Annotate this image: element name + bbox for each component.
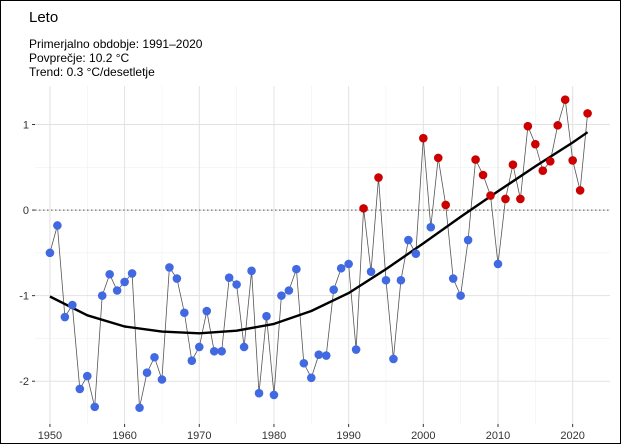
data-point (277, 291, 286, 300)
data-point (366, 267, 376, 276)
data-point (314, 350, 324, 359)
data-point (374, 173, 383, 182)
data-point (292, 264, 301, 274)
data-point (344, 259, 353, 269)
data-point (239, 342, 249, 352)
x-tick-label: 1990 (336, 430, 360, 442)
y-tick-label: 0 (23, 205, 29, 217)
data-point (493, 259, 503, 269)
trend-line (49, 131, 589, 335)
x-tick-label: 2010 (486, 430, 510, 442)
grid (35, 86, 610, 424)
data-point (531, 139, 540, 149)
data-point (396, 275, 406, 285)
data-point (321, 351, 331, 360)
y-tick-label: -2 (19, 376, 29, 388)
data-point (441, 200, 451, 210)
data-point (426, 222, 436, 232)
data-point (217, 346, 226, 356)
data-point (516, 194, 525, 204)
data-point (463, 235, 473, 245)
chart-title: Leto (29, 9, 59, 26)
x-tick-label: 2000 (411, 430, 435, 442)
subtitle-reference-period: Primerjalno obdobje: 1991–2020 (29, 37, 203, 51)
data-point (359, 204, 368, 213)
data-point (389, 354, 398, 364)
data-point (545, 157, 555, 166)
data-point (501, 194, 510, 204)
data-point (97, 291, 107, 300)
data-point (381, 275, 391, 285)
data-point (306, 373, 316, 383)
data-point (351, 345, 361, 354)
data-point (538, 166, 548, 176)
data-point (127, 269, 137, 278)
data-point (471, 155, 480, 164)
data-point (486, 191, 495, 200)
data-point (209, 346, 219, 356)
data-point (269, 390, 279, 400)
data-point (411, 249, 421, 259)
subtitle-trend: Trend: 0.3 °C/desetletje (29, 65, 155, 79)
subtitle-average: Povprečje: 10.2 °C (29, 51, 130, 65)
axis-ticks: -2 -1 0 1 1950 1960 1970 1980 1990 2000 2010 2020 (19, 120, 585, 442)
data-point (284, 286, 294, 295)
data-point (53, 221, 62, 230)
data-point (202, 306, 212, 316)
data-point (180, 308, 189, 318)
data-point (523, 121, 533, 131)
data-point (45, 248, 55, 258)
data-point (82, 371, 92, 381)
data-point (568, 156, 577, 165)
data-point (583, 109, 592, 118)
data-point (224, 273, 234, 282)
data-point (247, 266, 256, 276)
data-point (419, 133, 428, 143)
data-point (508, 160, 518, 170)
data-point (75, 384, 85, 394)
data-point (194, 342, 204, 352)
data-point (299, 358, 309, 368)
x-tick-label: 1960 (112, 430, 136, 442)
data-point (105, 269, 114, 279)
data-point (404, 235, 413, 245)
series-line (49, 99, 588, 408)
data-points (45, 95, 592, 413)
data-point (575, 186, 585, 195)
data-point (90, 402, 100, 412)
data-point (456, 291, 465, 300)
x-tick-label: 1980 (262, 430, 286, 442)
data-point (142, 368, 152, 377)
data-point (254, 388, 264, 398)
data-point (135, 403, 144, 413)
data-point (150, 352, 159, 362)
data-point (433, 153, 443, 163)
data-point (112, 286, 122, 295)
data-point (165, 263, 174, 272)
x-tick-label: 2020 (560, 430, 584, 442)
data-point (232, 280, 241, 289)
x-tick-label: 1970 (187, 430, 211, 442)
y-tick-label: 1 (23, 120, 29, 132)
data-point (262, 311, 271, 321)
data-point (560, 95, 570, 104)
data-point (478, 170, 488, 180)
y-tick-label: -1 (19, 291, 29, 303)
data-point (553, 121, 563, 130)
data-point (329, 285, 339, 294)
data-point (448, 274, 458, 283)
x-tick-label: 1950 (38, 430, 62, 442)
data-point (68, 300, 77, 310)
data-point (60, 312, 70, 322)
data-point (336, 263, 346, 273)
data-point (172, 274, 182, 283)
trend-curve (49, 131, 589, 335)
data-line (49, 99, 588, 408)
data-point (187, 356, 197, 365)
data-point (120, 277, 129, 287)
data-point (157, 375, 167, 384)
